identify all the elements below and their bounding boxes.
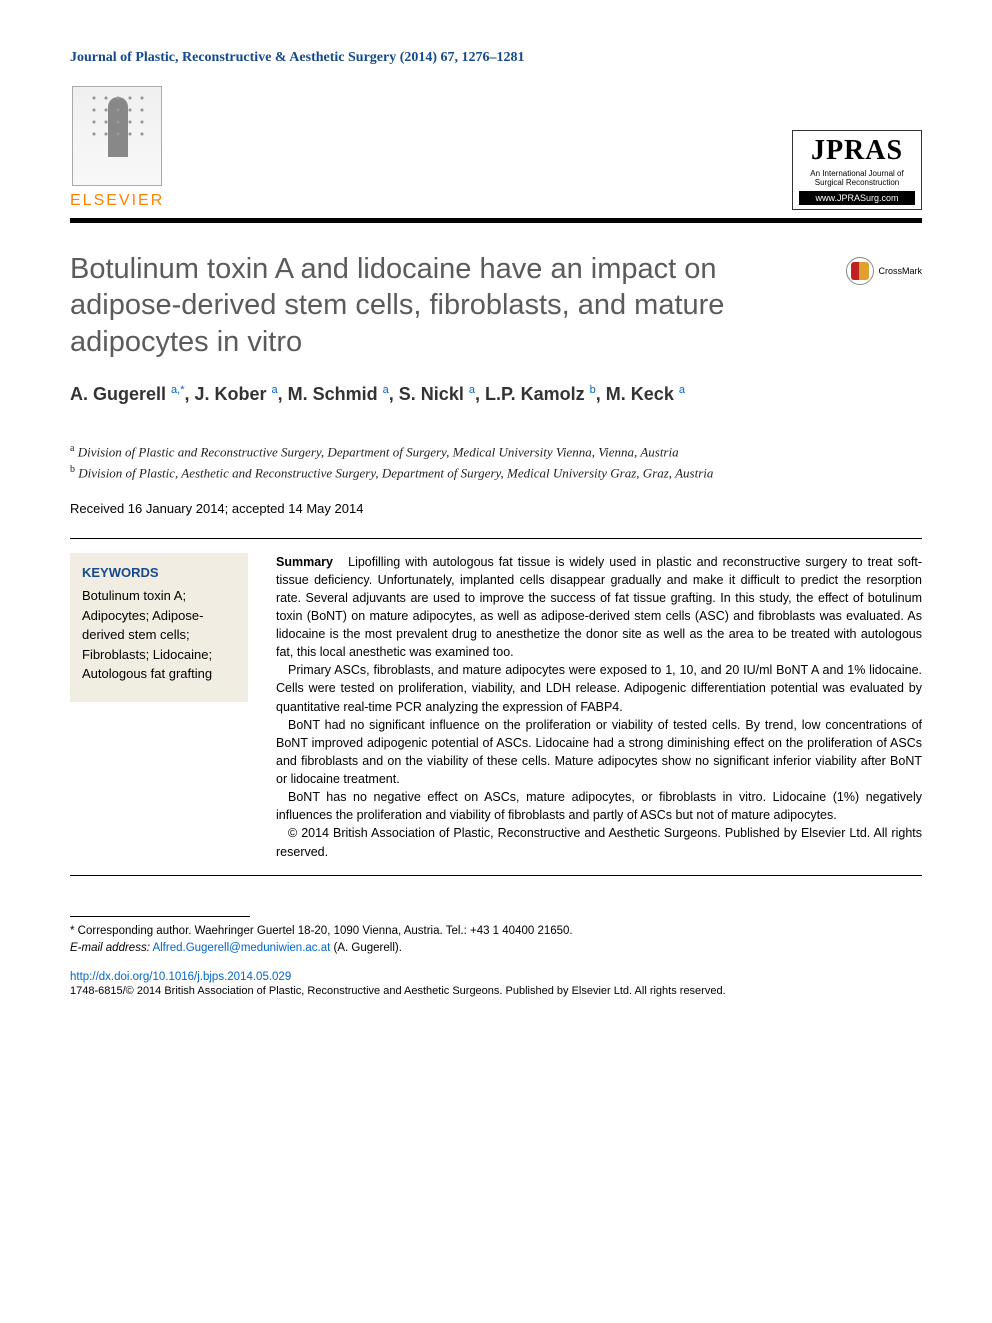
abstract-block: KEYWORDS Botulinum toxin A; Adipocytes; … (70, 553, 922, 861)
authors-list: A. Gugerell a,*, J. Kober a, M. Schmid a… (70, 382, 922, 407)
article-dates: Received 16 January 2014; accepted 14 Ma… (70, 501, 922, 516)
jpras-logo[interactable]: JPRAS An International Journal of Surgic… (792, 130, 922, 210)
jpras-url: www.JPRASurg.com (799, 191, 915, 205)
footnote-rule (70, 916, 250, 917)
title-row: Botulinum toxin A and lidocaine have an … (70, 251, 922, 360)
elsevier-tree-icon (72, 86, 162, 186)
abstract-top-rule (70, 538, 922, 539)
summary-p2: Primary ASCs, fibroblasts, and mature ad… (276, 661, 922, 715)
keywords-heading: KEYWORDS (82, 563, 236, 583)
header-rule (70, 218, 922, 223)
keywords-list: Botulinum toxin A; Adipocytes; Adipose-d… (82, 586, 236, 684)
issn-copyright: 1748-6815/© 2014 British Association of … (70, 985, 922, 997)
jpras-subtitle: An International Journal of Surgical Rec… (799, 169, 915, 188)
corresponding-author: * Corresponding author. Waehringer Guert… (70, 923, 922, 940)
affiliation-a: a Division of Plastic and Reconstructive… (70, 441, 922, 462)
crossmark-label: CrossMark (878, 266, 922, 276)
author-email-link[interactable]: Alfred.Gugerell@meduniwien.ac.at (152, 942, 330, 954)
summary-text: Summary Lipofilling with autologous fat … (276, 553, 922, 861)
jpras-title: JPRAS (799, 135, 915, 167)
summary-p3: BoNT had no significant influence on the… (276, 716, 922, 789)
email-line: E-mail address: Alfred.Gugerell@meduniwi… (70, 940, 922, 957)
keywords-box: KEYWORDS Botulinum toxin A; Adipocytes; … (70, 553, 248, 702)
summary-copyright: © 2014 British Association of Plastic, R… (276, 824, 922, 860)
crossmark-icon (846, 257, 874, 285)
summary-p4: BoNT has no negative effect on ASCs, mat… (276, 788, 922, 824)
elsevier-wordmark: ELSEVIER (70, 192, 164, 210)
publisher-logos-row: ELSEVIER JPRAS An International Journal … (70, 86, 922, 210)
footnotes: * Corresponding author. Waehringer Guert… (70, 923, 922, 958)
summary-p1: Summary Lipofilling with autologous fat … (276, 553, 922, 662)
affiliation-b: b Division of Plastic, Aesthetic and Rec… (70, 462, 922, 483)
elsevier-logo[interactable]: ELSEVIER (70, 86, 164, 210)
doi-link[interactable]: http://dx.doi.org/10.1016/j.bjps.2014.05… (70, 971, 922, 983)
crossmark-badge[interactable]: CrossMark (846, 257, 922, 285)
article-title: Botulinum toxin A and lidocaine have an … (70, 251, 828, 360)
abstract-bottom-rule (70, 875, 922, 876)
affiliations: a Division of Plastic and Reconstructive… (70, 441, 922, 483)
journal-citation: Journal of Plastic, Reconstructive & Aes… (70, 50, 922, 66)
